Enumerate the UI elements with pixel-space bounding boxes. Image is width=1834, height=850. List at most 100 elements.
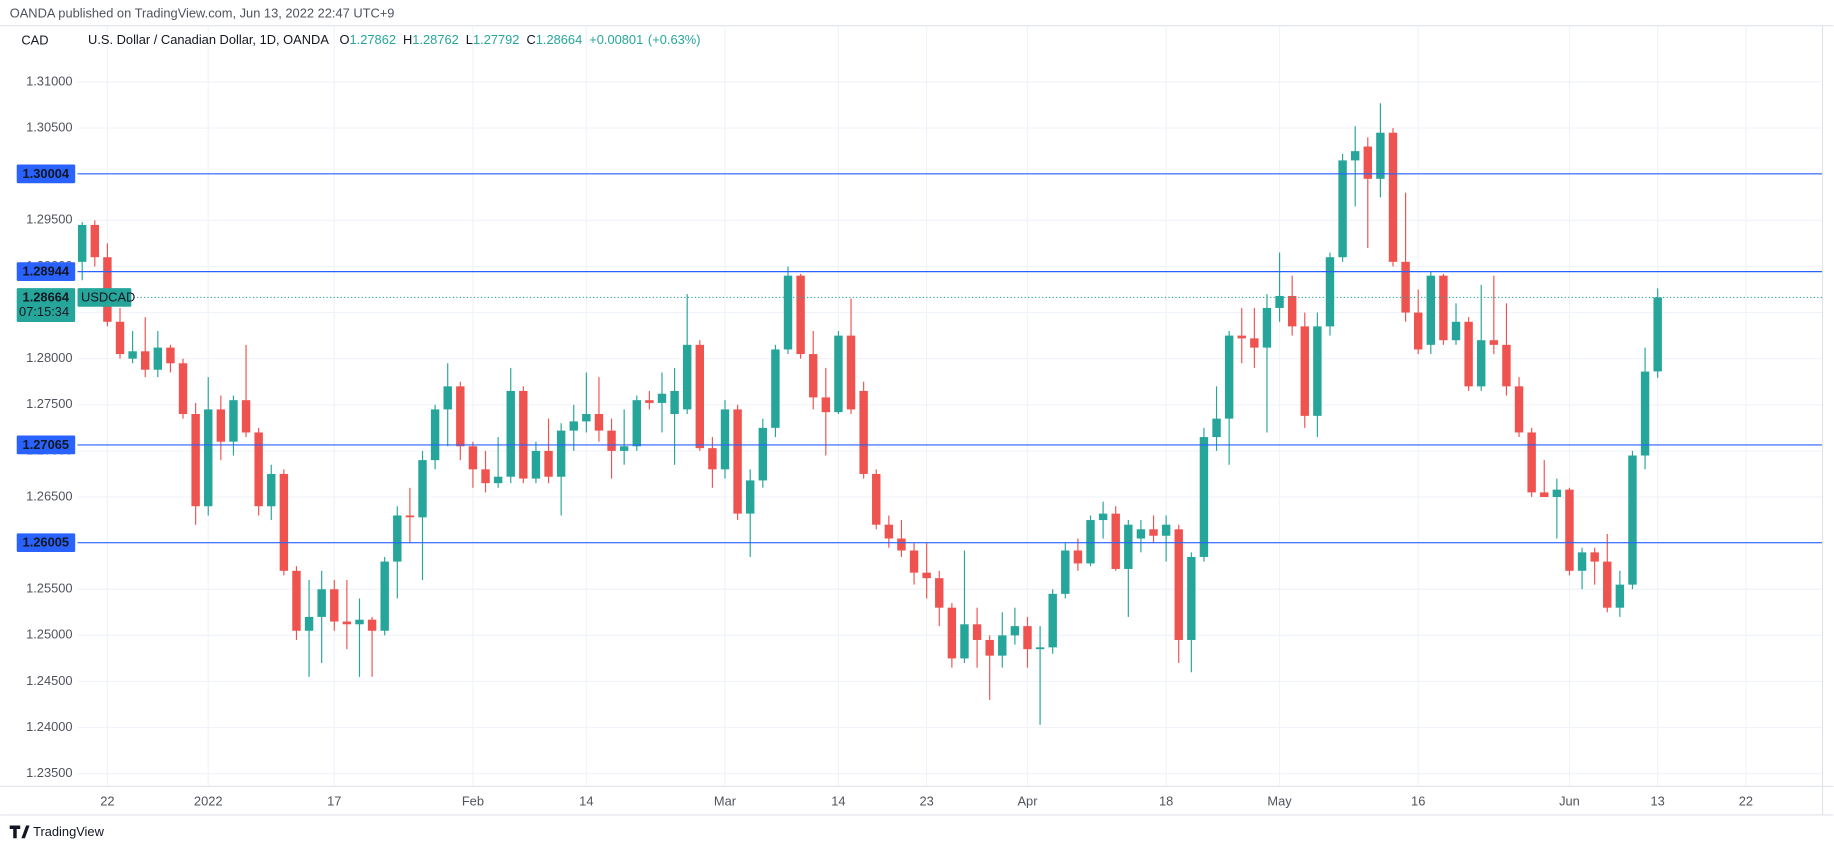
candle-body — [77, 224, 87, 262]
ohlc-value: 1.27792 — [473, 32, 519, 47]
candle-body — [141, 351, 150, 370]
candle-body — [418, 460, 427, 518]
candle-body — [960, 624, 969, 659]
candle-body — [1451, 321, 1461, 341]
candle-body — [1187, 556, 1196, 640]
candle-body — [1388, 132, 1398, 262]
candle-body — [569, 421, 578, 431]
candle-body — [1073, 550, 1083, 564]
price-label-box — [16, 533, 76, 553]
candle-body — [733, 409, 742, 514]
candle-body — [380, 561, 389, 631]
candle-body — [1313, 326, 1322, 416]
candle-body — [178, 363, 188, 415]
candle-body — [632, 400, 641, 447]
candle-body — [393, 515, 402, 562]
candle-body — [670, 390, 679, 415]
ticker-label: USDCAD — [81, 289, 135, 304]
logo-icon — [9, 825, 30, 839]
candle-body — [1401, 261, 1410, 313]
footer-logo: TradingView — [9, 824, 105, 839]
y-tick-label: 1.25000 — [26, 627, 72, 642]
candle-body — [582, 414, 591, 422]
change-value: +0.00801 — [589, 32, 643, 47]
change-percent: (+0.63%) — [648, 32, 701, 47]
candle-body — [834, 335, 843, 413]
candle-body — [443, 386, 452, 410]
x-tick-label: 14 — [579, 793, 593, 808]
overlay: 1.30004 1.28944 1.27065 1.26005 1.2866407:15… — [16, 164, 1822, 553]
candle-body — [1174, 529, 1183, 640]
candle-body — [544, 450, 553, 477]
candle-body — [355, 619, 364, 625]
candle-body — [1376, 132, 1385, 179]
candle-body — [607, 430, 616, 451]
candle-body — [153, 347, 163, 370]
candle-body — [796, 275, 805, 355]
candle-body — [985, 639, 994, 656]
candle-body — [1653, 297, 1662, 372]
price-label-box — [16, 164, 76, 184]
candle-body — [1439, 275, 1448, 341]
candle-body — [1086, 520, 1095, 564]
candle-body — [481, 469, 490, 484]
x-tick-label: 22 — [100, 793, 114, 808]
y-tick-label: 1.28000 — [26, 350, 72, 365]
candle-body — [1224, 335, 1234, 419]
candle-body — [619, 446, 629, 451]
price-label-box — [16, 435, 76, 455]
x-tick-label: 17 — [327, 793, 341, 808]
candle-body — [1603, 561, 1612, 608]
candle-body — [998, 635, 1007, 656]
candle-body — [872, 473, 881, 525]
price-label: 1.28944 — [23, 264, 70, 279]
candles — [77, 103, 1662, 725]
candle-body — [1325, 257, 1335, 327]
candle-body — [1124, 524, 1133, 569]
candle-body — [1426, 275, 1436, 345]
candle-body — [1464, 321, 1473, 387]
candle-body — [1237, 335, 1246, 339]
candle-body — [456, 386, 465, 447]
candle-body — [758, 427, 768, 481]
candle-body — [556, 430, 566, 477]
y-tick-label: 1.27500 — [26, 396, 72, 411]
ohlc-value: 1.28762 — [412, 32, 458, 47]
candle-body — [1250, 338, 1259, 348]
candle-body — [846, 335, 856, 410]
candle-body — [972, 624, 982, 640]
candle-body — [229, 400, 238, 442]
candle-body — [1363, 146, 1373, 179]
x-tick-label: Mar — [714, 793, 737, 808]
candle-body — [1035, 647, 1045, 650]
candle-body — [771, 349, 780, 428]
x-tick-label: 16 — [1411, 793, 1425, 808]
candle-body — [1413, 312, 1423, 350]
candle-body — [897, 538, 906, 551]
candle-body — [128, 351, 137, 359]
candle-body — [304, 616, 314, 631]
ohlc-value: 1.27862 — [350, 32, 396, 47]
x-tick-label: May — [1267, 793, 1292, 808]
candle-body — [254, 432, 263, 507]
candle-body — [1161, 524, 1171, 536]
candle-body — [1048, 593, 1057, 648]
candle-body — [809, 354, 818, 398]
candle-body — [317, 589, 326, 617]
candle-body — [267, 473, 276, 507]
candle-body — [1300, 326, 1309, 416]
candle-body — [682, 344, 692, 410]
candle-body — [720, 409, 730, 470]
candle-body — [935, 578, 944, 608]
candle-body — [1338, 160, 1347, 258]
candle-body — [506, 390, 515, 477]
published-note: OANDA published on TradingView.com, Jun … — [10, 5, 395, 20]
candle-body — [884, 524, 894, 539]
candle-body — [1615, 584, 1625, 608]
candle-body — [115, 321, 125, 355]
y-tick-label: 1.30500 — [26, 119, 72, 134]
candle-body — [1628, 455, 1637, 585]
symbol-desc: U.S. Dollar / Canadian Dollar, 1D, OANDA — [88, 32, 329, 47]
